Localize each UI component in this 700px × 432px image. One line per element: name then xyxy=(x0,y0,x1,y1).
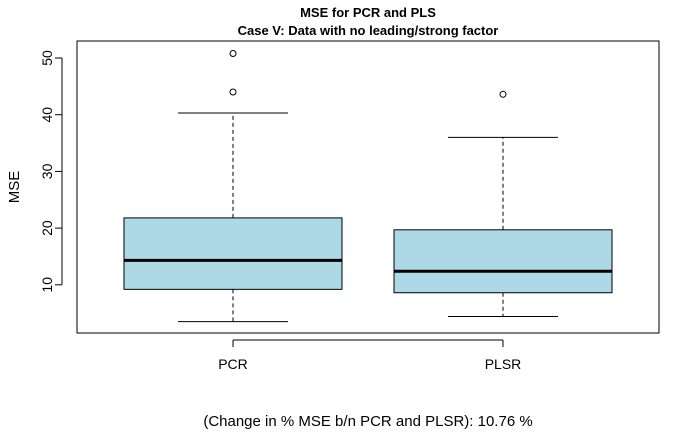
y-axis: 10 20 30 40 50 xyxy=(39,50,63,293)
y-tick-label: 30 xyxy=(39,163,55,179)
y-tick-label: 50 xyxy=(39,50,55,66)
x-axis: PCR PLSR xyxy=(218,339,522,372)
y-tick-label: 10 xyxy=(39,277,55,293)
mse-change-note: (Change in % MSE b/n PCR and PLSR): 10.7… xyxy=(203,413,532,430)
x-tick-label-pcr: PCR xyxy=(218,356,248,372)
y-tick-label: 40 xyxy=(39,107,55,123)
iqr-box xyxy=(393,229,613,294)
box-pcr xyxy=(123,49,343,323)
chart-subtitle: Case V: Data with no leading/strong fact… xyxy=(238,23,499,38)
y-axis-label: MSE xyxy=(6,171,23,204)
outlier-point xyxy=(229,49,237,57)
outlier-point xyxy=(499,90,507,98)
chart-title: MSE for PCR and PLS xyxy=(300,5,436,20)
x-tick-label-plsr: PLSR xyxy=(485,356,522,372)
y-tick-label: 20 xyxy=(39,220,55,236)
iqr-box xyxy=(123,217,343,290)
boxes-group xyxy=(123,49,613,323)
plot-frame xyxy=(76,40,660,334)
outlier-point xyxy=(229,88,237,96)
box-plsr xyxy=(393,90,613,318)
